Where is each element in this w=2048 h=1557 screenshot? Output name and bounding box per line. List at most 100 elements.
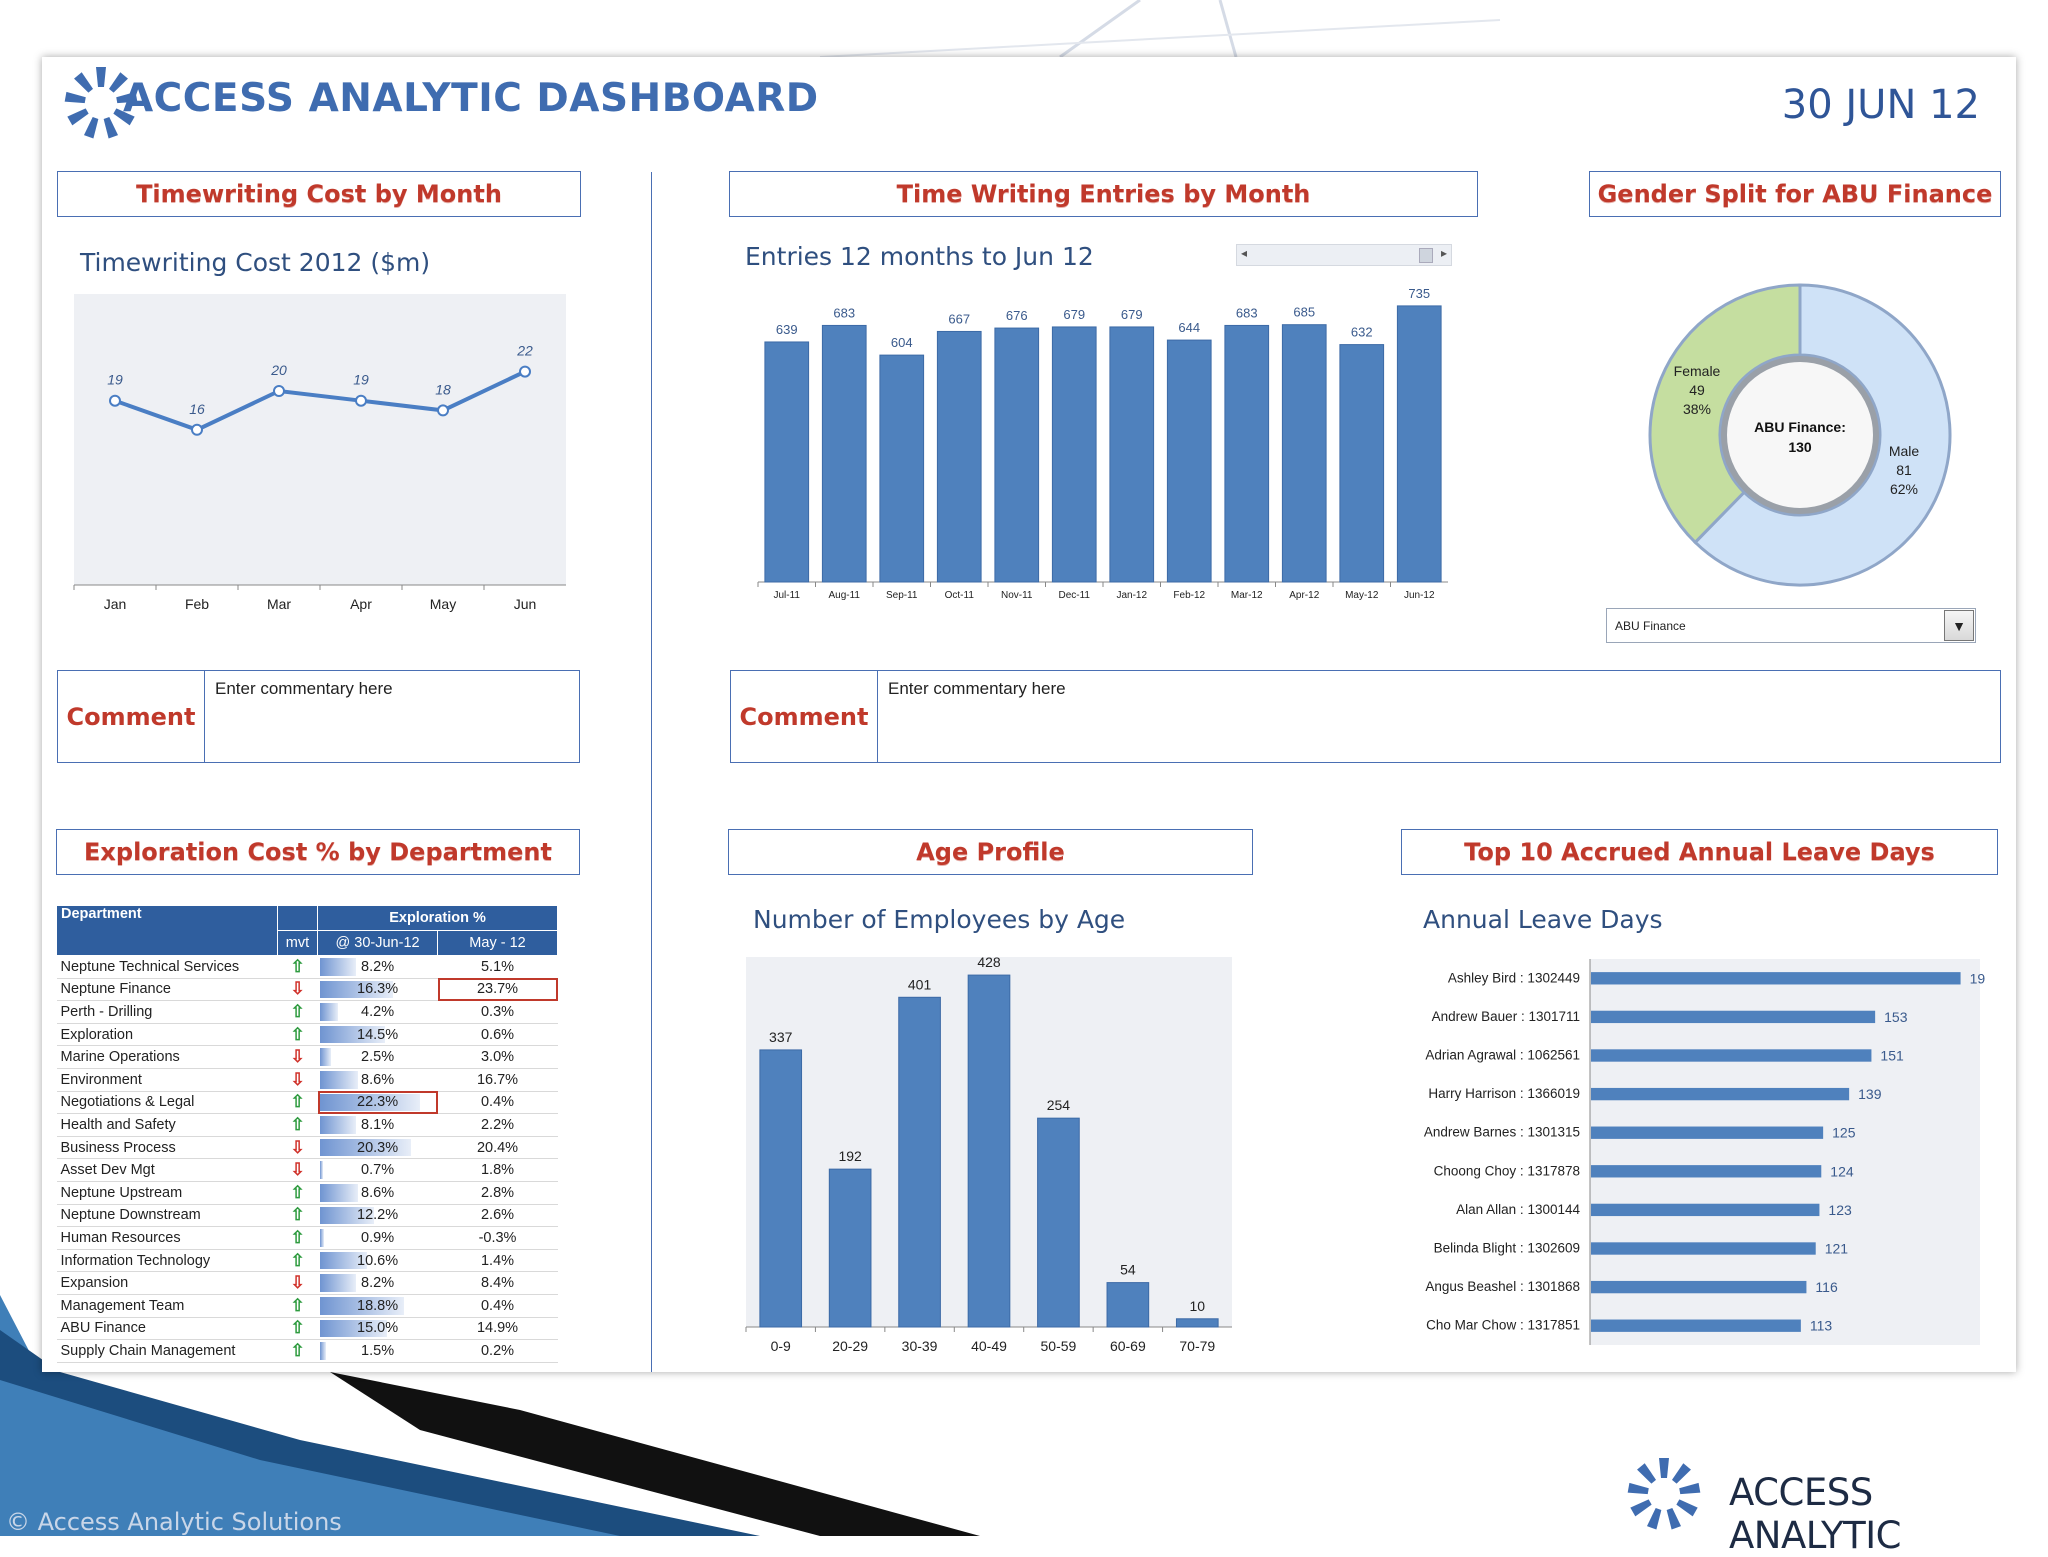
movement-cell: ⇧ — [276, 1249, 318, 1273]
data-label: 401 — [908, 976, 932, 992]
current-pct-cell: 15.0% — [317, 1317, 438, 1341]
line-point — [355, 394, 367, 407]
arrow-up-icon: ⇧ — [290, 1182, 305, 1202]
databar-fill — [319, 1161, 323, 1179]
table-row: Neptune Upstream ⇧ 8.6% 2.8% — [56, 1181, 558, 1205]
business-unit-select-value: ABU Finance — [1615, 619, 1686, 633]
age-bar-chart: 337 0-9 192 20-29 401 30-39 428 40-49 254 50-59 54… — [745, 954, 1232, 1354]
x-tick-label: Jan-12 — [1116, 590, 1147, 601]
movement-cell: ⇧ — [276, 1226, 318, 1250]
current-pct-value: 8.2% — [361, 958, 395, 975]
department-name: Neptune Finance — [56, 978, 278, 1002]
data-label: 22 — [516, 343, 533, 359]
department-name: Marine Operations — [56, 1045, 278, 1069]
databar-fill — [319, 1183, 359, 1202]
arrow-down-icon: ⇩ — [290, 1137, 305, 1157]
y-tick-label: Ashley Bird : 1302449 — [1448, 970, 1580, 985]
arrow-up-icon: ⇧ — [290, 1295, 305, 1315]
movement-cell: ⇧ — [276, 1181, 318, 1205]
table-row: Exploration ⇧ 14.5% 0.6% — [56, 1023, 558, 1047]
x-tick-label: Aug-11 — [828, 590, 860, 601]
movement-cell: ⇩ — [276, 1158, 318, 1182]
x-tick-label: 60-69 — [1110, 1338, 1146, 1354]
table-row: Neptune Downstream ⇧ 12.2% 2.6% — [56, 1204, 558, 1228]
current-pct-value: 18.8% — [357, 1297, 399, 1314]
bar — [1224, 324, 1270, 583]
movement-cell: ⇧ — [276, 1023, 318, 1047]
bar — [1281, 324, 1327, 583]
bar — [994, 327, 1040, 583]
current-pct-cell: 0.9% — [317, 1226, 438, 1250]
bar — [1591, 1126, 1824, 1139]
bar — [759, 1049, 803, 1328]
data-label: 639 — [776, 322, 798, 337]
department-name: Exploration — [56, 1023, 278, 1047]
data-label: 604 — [891, 335, 913, 350]
data-label: 685 — [1293, 305, 1315, 320]
department-name: ABU Finance — [56, 1317, 278, 1341]
department-name: Health and Safety — [56, 1113, 278, 1137]
current-pct-value: 8.2% — [361, 1275, 395, 1292]
chevron-down-icon[interactable]: ▼ — [1944, 610, 1974, 641]
current-pct-cell: 8.2% — [317, 955, 438, 979]
current-pct-cell: 8.2% — [317, 1271, 438, 1295]
donut-slice — [1648, 283, 1802, 545]
data-label: 20 — [270, 362, 287, 378]
data-label: 192 — [838, 1148, 862, 1164]
x-tick-label: 30-39 — [902, 1338, 938, 1354]
scroll-thumb[interactable] — [1419, 248, 1433, 263]
scroll-left-icon[interactable]: ◂ — [1241, 246, 1248, 260]
arrow-up-icon: ⇧ — [290, 1227, 305, 1247]
movement-cell: ⇧ — [276, 1091, 318, 1115]
x-tick-label: May-12 — [1345, 590, 1379, 601]
x-tick-label: 70-79 — [1179, 1338, 1215, 1354]
previous-pct-cell: 3.0% — [437, 1045, 558, 1069]
x-tick-label: Mar — [267, 596, 291, 612]
current-pct-cell: 0.7% — [317, 1158, 438, 1182]
x-tick-label: Oct-11 — [945, 590, 975, 601]
databar-fill — [319, 1251, 368, 1270]
movement-cell: ⇧ — [276, 1113, 318, 1137]
plot-area — [1590, 959, 1980, 1345]
previous-pct-cell: 14.9% — [437, 1317, 558, 1341]
previous-pct-cell: 1.4% — [437, 1249, 558, 1273]
section-header-timewriting-cost: Timewriting Cost by Month — [57, 171, 581, 217]
databar-fill — [319, 980, 393, 999]
previous-pct-cell: 5.1% — [437, 955, 558, 979]
slice-name-label: Male — [1889, 443, 1920, 459]
previous-pct-cell: 23.7% — [437, 978, 558, 1002]
current-pct-cell: 20.3% — [317, 1136, 438, 1160]
data-label: 153 — [1884, 1009, 1908, 1025]
current-pct-cell: 10.6% — [317, 1249, 438, 1273]
previous-pct-cell: 0.2% — [437, 1339, 558, 1363]
current-pct-value: 15.0% — [357, 1320, 399, 1337]
arrow-up-icon: ⇧ — [290, 1340, 305, 1360]
bar — [764, 341, 810, 583]
section-header-age-profile: Age Profile — [728, 829, 1253, 875]
slice-pct-label: 38% — [1683, 401, 1711, 417]
business-unit-select[interactable]: ABU Finance ▼ — [1606, 608, 1976, 643]
department-name: Supply Chain Management — [56, 1339, 278, 1363]
data-label: 116 — [1815, 1279, 1838, 1295]
bar — [967, 974, 1011, 1328]
comment-input-right[interactable]: Enter commentary here — [888, 679, 1066, 698]
comment-input-left[interactable]: Enter commentary here — [215, 679, 393, 698]
bar — [1037, 1117, 1080, 1328]
movement-cell: ⇩ — [276, 978, 318, 1002]
scroll-right-icon[interactable]: ▸ — [1440, 246, 1447, 260]
databar-fill — [319, 1229, 324, 1247]
section-header-top10-leave: Top 10 Accrued Annual Leave Days — [1401, 829, 1998, 875]
entries-scrollbar[interactable]: ◂ ▸ — [1236, 244, 1452, 266]
databar-fill — [319, 1342, 327, 1360]
data-label: 632 — [1351, 325, 1373, 340]
y-tick-label: Adrian Agrawal : 1062561 — [1425, 1048, 1580, 1063]
arrow-down-icon: ⇩ — [290, 1160, 305, 1180]
bar — [1591, 1010, 1876, 1024]
department-table-body: Neptune Technical Services ⇧ 8.2% 5.1% Neptu… — [56, 955, 558, 1363]
databar-fill — [319, 1274, 357, 1292]
bar — [1591, 1242, 1816, 1255]
arrow-up-icon: ⇧ — [290, 1114, 305, 1134]
movement-cell: ⇩ — [276, 1136, 318, 1160]
previous-pct-cell: -0.3% — [437, 1226, 558, 1250]
